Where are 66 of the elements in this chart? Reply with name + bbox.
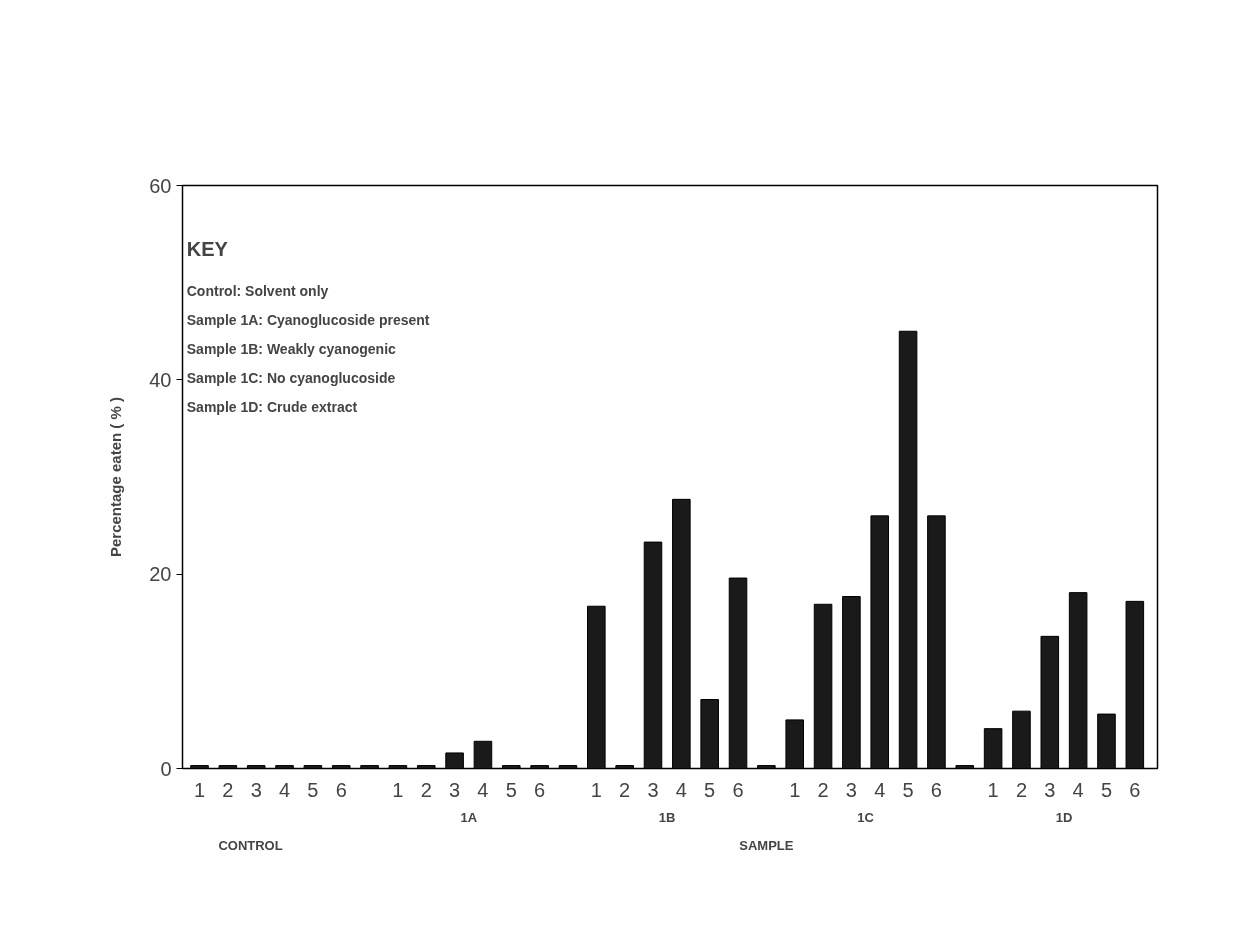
x-tick-label: 6 <box>732 778 744 801</box>
x-tick-label: 4 <box>477 778 489 801</box>
bar <box>643 541 663 769</box>
text: SAMPLE <box>739 837 794 853</box>
bar <box>1040 635 1060 769</box>
bar <box>700 699 719 769</box>
x-tick-label: 2 <box>420 778 432 801</box>
text: 1D <box>1055 809 1073 825</box>
x-tick-label: 1 <box>590 778 602 801</box>
x-tick-label: 1 <box>193 778 206 801</box>
bar <box>785 719 804 769</box>
x-tick-label: 6 <box>335 778 347 801</box>
bar <box>728 577 748 769</box>
annotation: KEY <box>186 237 229 260</box>
x-tick-label: 3 <box>1044 778 1056 801</box>
x-tick-label: 4 <box>675 778 687 801</box>
bar <box>1012 710 1031 769</box>
annotation: Sample 1C: No cyanoglucoside <box>186 369 396 386</box>
x-tick-label: 3 <box>449 778 461 801</box>
bar <box>927 515 946 769</box>
x-tick-label: 5 <box>902 778 914 801</box>
x-tick-label: 5 <box>704 778 716 801</box>
text: 1B <box>658 809 676 825</box>
annotation: Sample 1A: Cyanoglucoside present <box>186 311 430 328</box>
x-tick-label: 4 <box>1072 778 1084 801</box>
bar <box>1068 592 1088 769</box>
y-axis-title: Percentage eaten ( % ) <box>107 396 125 558</box>
x-tick-label: 5 <box>505 778 517 801</box>
bar <box>473 740 493 769</box>
x-tick-label: 3 <box>250 778 262 801</box>
x-tick-label: 2 <box>222 778 234 801</box>
x-tick-label: 3 <box>845 778 857 801</box>
annotation: Control: Solvent only <box>186 282 329 299</box>
text: CONTROL <box>218 837 283 853</box>
y-tick-label: 0 <box>160 757 172 780</box>
bar <box>445 752 464 769</box>
x-tick-label: 1 <box>789 778 801 801</box>
x-tick-label: 1 <box>392 778 404 801</box>
x-tick-label: 1 <box>987 778 999 801</box>
x-tick-label: 5 <box>307 778 319 801</box>
bar <box>1097 713 1116 769</box>
bar <box>983 728 1003 769</box>
bar <box>870 515 890 769</box>
y-tick-label: 60 <box>149 174 172 197</box>
bar <box>672 498 691 769</box>
annotation: Sample 1D: Crude extract <box>186 398 358 415</box>
bar <box>813 603 833 769</box>
x-tick-label: 6 <box>930 778 942 801</box>
bar <box>587 605 606 769</box>
bar <box>898 330 918 769</box>
x-tick-label: 6 <box>1129 778 1141 801</box>
text: 1A <box>460 809 478 825</box>
bar <box>842 596 861 769</box>
annotation: Sample 1B: Weakly cyanogenic <box>186 340 397 357</box>
x-tick-label: 2 <box>619 778 631 801</box>
x-tick-label: 6 <box>534 778 546 801</box>
x-tick-label: 2 <box>817 778 829 801</box>
bar <box>1125 600 1145 769</box>
x-tick-label: 3 <box>647 778 659 801</box>
x-tick-label: 4 <box>874 778 886 801</box>
text: 1C <box>857 809 875 825</box>
x-tick-label: 4 <box>278 778 291 801</box>
y-tick-label: 40 <box>149 368 172 391</box>
x-tick-label: 5 <box>1100 778 1113 801</box>
x-tick-label: 2 <box>1015 778 1028 801</box>
y-tick-label: 20 <box>149 563 172 586</box>
